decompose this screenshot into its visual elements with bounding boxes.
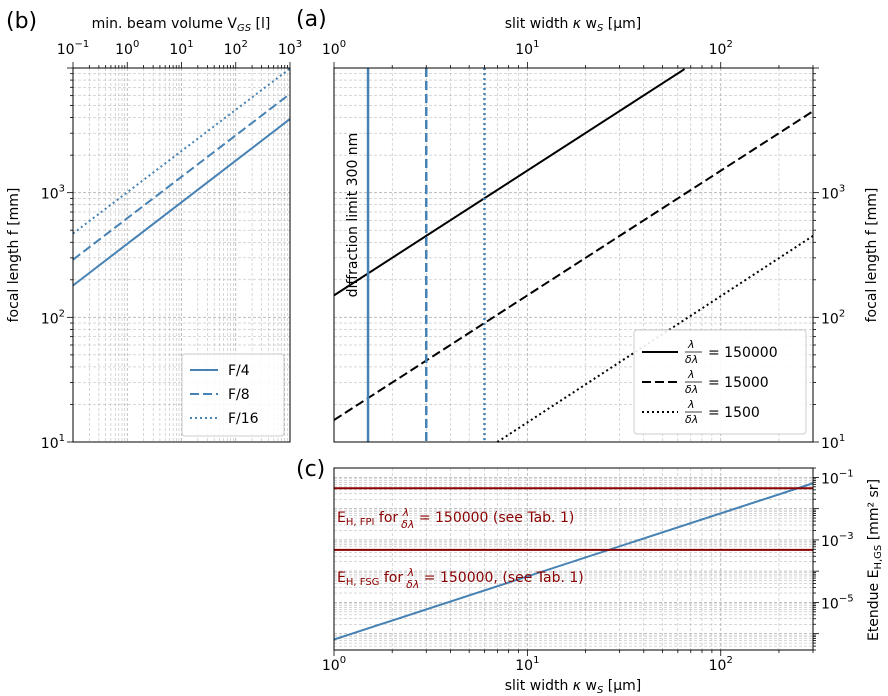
panel-a-label: (a) <box>296 7 327 32</box>
y-tick-label: 103 <box>41 184 65 203</box>
x-tick-label: 101 <box>515 655 539 674</box>
legend-fraction-den: δλ <box>685 353 698 366</box>
series-line-f-16 <box>72 67 291 235</box>
panel-a-ticks: 100 101 102 101 102 103 <box>322 39 845 452</box>
panel-a-frame <box>333 67 814 443</box>
panel-a-series <box>333 68 814 443</box>
panel-c-x-axis-label: slit width κ wS [µm] <box>505 678 642 696</box>
fpi-annotation: EH, FPI for λ δλ = 150000 (see Tab. 1) <box>337 506 574 531</box>
series-line-0 <box>333 68 686 297</box>
diffraction-limit-annotation: diffraction limit 300 nm <box>345 133 361 298</box>
etendue-line <box>333 482 814 641</box>
panel-c-series <box>333 482 814 641</box>
panel-a-legend: λ δλ = 150000 λ δλ = 15000 λ δλ = 1500 <box>633 329 807 435</box>
legend-entry-label: = 15000 <box>708 375 769 391</box>
panel-b-series <box>72 67 291 287</box>
x-tick-label: 10−1 <box>57 39 90 58</box>
panel-c-frame <box>333 467 814 651</box>
y-tick-label: 10−3 <box>821 531 854 550</box>
legend-fraction-num: λ <box>687 338 695 351</box>
panel-c-ticks: 100 101 102 10−5 10−3 10−1 <box>322 467 854 674</box>
panel-c-right-axis-label: Etendue EH,GS [mm² sr] <box>866 479 884 641</box>
x-tick-label: 100 <box>322 39 346 58</box>
panel-a-top-axis-label: slit width κ wS [µm] <box>505 16 642 34</box>
series-line-f-8 <box>72 93 291 261</box>
legend-box <box>181 353 285 437</box>
series-line-f-4 <box>72 118 291 287</box>
legend-entry-label: F/4 <box>228 363 250 379</box>
legend-fraction-den: δλ <box>685 383 698 396</box>
series-line-1 <box>333 110 814 421</box>
y-tick-label: 10−1 <box>821 468 854 487</box>
legend-entry-label: = 1500 <box>708 405 760 421</box>
y-tick-label: 101 <box>41 433 65 452</box>
x-tick-label: 102 <box>709 39 733 58</box>
legend-entry-label: F/16 <box>228 411 259 427</box>
panel-b-ticks: 10−1 100 101 102 103 101 102 103 <box>41 39 302 452</box>
panel-b-legend: F/4 F/8 F/16 <box>181 353 285 437</box>
x-tick-label: 103 <box>278 39 302 58</box>
x-tick-label: 101 <box>515 39 539 58</box>
y-tick-label: 101 <box>821 433 845 452</box>
y-tick-label: 102 <box>821 308 845 327</box>
y-tick-label: 103 <box>821 184 845 203</box>
legend-entry-label: = 150000 <box>708 345 778 361</box>
panel-c-label: (c) <box>296 457 325 482</box>
panel-b-y-axis-label: focal length f [mm] <box>6 188 22 323</box>
panel-c-grid <box>333 467 814 651</box>
legend-box <box>633 329 807 435</box>
x-tick-label: 101 <box>169 39 193 58</box>
panel-a-right-axis-label: focal length f [mm] <box>864 188 880 323</box>
legend-fraction-num: λ <box>687 398 695 411</box>
x-tick-label: 102 <box>709 655 733 674</box>
legend-entry-label: F/8 <box>228 387 250 403</box>
legend-fraction-den: δλ <box>685 413 698 426</box>
x-tick-label: 102 <box>224 39 248 58</box>
y-tick-label: 102 <box>41 308 65 327</box>
y-tick-label: 10−5 <box>821 593 854 612</box>
x-tick-label: 100 <box>322 655 346 674</box>
x-tick-label: 100 <box>115 39 139 58</box>
legend-fraction-num: λ <box>687 368 695 381</box>
panel-b-top-axis-label: min. beam volume VGS [l] <box>92 16 271 34</box>
panel-b-label: (b) <box>6 9 37 34</box>
